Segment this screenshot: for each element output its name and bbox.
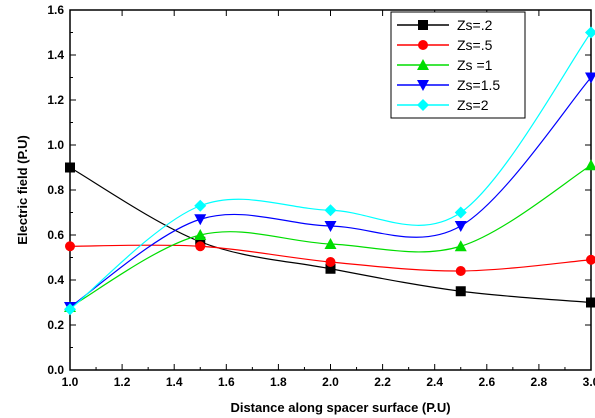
legend-label: Zs=.5 [457, 37, 493, 53]
data-point [324, 204, 337, 217]
data-point [585, 72, 595, 84]
x-tick-label: 2.8 [531, 375, 548, 389]
y-tick-label: 0.8 [47, 183, 64, 197]
series-layer [64, 26, 595, 316]
x-tick-label: 1.6 [218, 375, 235, 389]
series-2 [65, 241, 595, 276]
x-axis-title: Distance along spacer surface (P.U) [230, 400, 450, 415]
data-point [454, 206, 467, 219]
y-tick-label: 1.0 [47, 138, 64, 152]
legend-item: Zs=1.5 [397, 77, 500, 93]
data-point [65, 162, 75, 173]
legend-label: Zs=2 [457, 97, 489, 113]
y-tick-label: 1.2 [47, 93, 64, 107]
axes: 1.0 1.2 1.4 1.6 1.8 2.0 2.2 2.4 2.6 2.8 3.0 0.0 0.2 0… [15, 3, 595, 415]
legend-marker [418, 40, 428, 50]
x-tick-label: 1.0 [62, 375, 79, 389]
series-5 [64, 26, 595, 316]
legend-marker [417, 99, 429, 111]
y-tick-label: 1.6 [47, 3, 64, 17]
legend-item: Zs=2 [397, 97, 489, 113]
legend: Zs=.2 Zs=.5 Zs =1 Zs=1.5 Zs=2 [390, 11, 526, 119]
x-tick-label: 1.8 [270, 375, 287, 389]
data-point [194, 229, 207, 240]
y-tick-label: 0.6 [47, 228, 64, 242]
data-point [455, 266, 466, 276]
x-tick-label: 1.4 [166, 375, 183, 389]
legend-marker [417, 80, 429, 91]
legend-marker [417, 59, 429, 70]
data-point [455, 286, 466, 297]
data-point [64, 303, 76, 316]
x-tick-label: 2.0 [322, 375, 339, 389]
data-point [194, 214, 207, 226]
data-point [195, 241, 206, 252]
x-tick-label: 2.2 [374, 375, 391, 389]
data-point [454, 221, 467, 232]
y-tick-label: 1.4 [47, 48, 64, 62]
legend-label: Zs=.2 [457, 17, 493, 33]
series-1 [65, 162, 595, 308]
x-tick-label: 1.2 [114, 375, 131, 389]
series-4 [64, 72, 595, 313]
legend-item: Zs=.2 [397, 17, 493, 33]
x-tick-label: 3.0 [583, 375, 595, 389]
y-axis-title: Electric field (P.U) [15, 135, 30, 245]
data-point [586, 254, 595, 265]
series-line [69, 164, 592, 308]
data-point [325, 257, 336, 267]
data-point [454, 240, 467, 252]
legend-marker [418, 20, 428, 30]
legend-label: Zs =1 [457, 57, 493, 73]
legend-label: Zs=1.5 [457, 77, 500, 93]
x-tick-label: 2.6 [478, 375, 495, 389]
series-line [69, 166, 592, 304]
data-point [65, 241, 75, 252]
data-point [324, 221, 337, 232]
series-3 [64, 159, 595, 312]
x-tick-label: 2.4 [426, 375, 443, 389]
data-point [325, 263, 336, 274]
data-point [585, 159, 595, 171]
data-point [586, 297, 595, 308]
y-tick-label: 0.4 [47, 273, 64, 287]
legend-item: Zs=.5 [397, 37, 493, 53]
data-point [324, 238, 337, 249]
y-tick-label: 0.2 [47, 318, 64, 332]
legend-item: Zs =1 [397, 57, 493, 73]
data-point [194, 199, 207, 212]
data-point [585, 26, 595, 39]
y-tick-label: 0.0 [47, 363, 64, 377]
